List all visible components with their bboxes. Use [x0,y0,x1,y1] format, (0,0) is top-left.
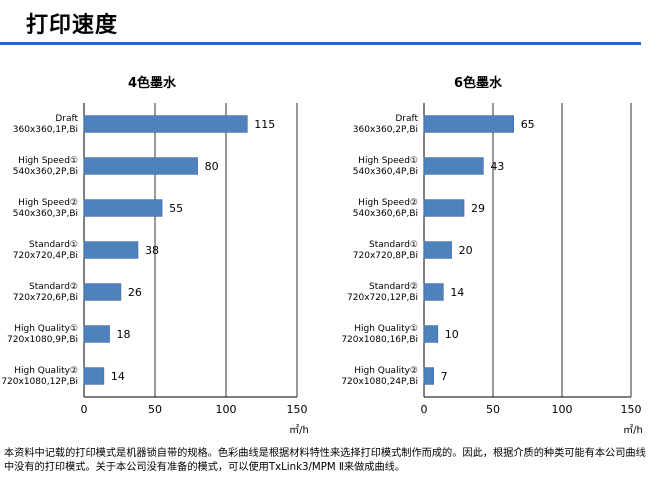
title-rule [0,42,641,45]
data-label: 10 [445,328,459,341]
x-tick-label: 100 [216,403,237,416]
data-label: 18 [117,328,131,341]
bar [83,325,110,343]
bar [423,157,484,175]
category-label-line: Standard① [369,240,418,250]
category-label-line: 720x720,12P,Bi [347,293,418,303]
category-label-line: 540x360,2P,Bi [13,167,78,177]
chart-title-4-color: 4色墨水 [127,76,177,91]
category-label-line: High Speed② [358,198,418,208]
data-label: 80 [205,160,219,173]
data-label: 26 [128,286,142,299]
data-label: 14 [450,286,464,299]
x-tick-label: 0 [81,403,88,416]
category-label: Standard① 720x720,4P,Bi [13,240,78,261]
category-label: High Quality② 720x1080,12P,Bi [1,366,78,387]
category-label-line: 720x1080,12P,Bi [1,377,78,387]
data-label: 55 [169,202,183,215]
x-tick-label: 150 [621,403,642,416]
category-label-line: 360x360,2P,Bi [353,125,418,135]
category-label-line: 720x720,8P,Bi [353,251,418,261]
category-label-line: Standard① [29,240,78,250]
data-label: 115 [254,118,275,131]
category-label: Standard② 720x720,6P,Bi [13,282,78,303]
bar [83,367,105,385]
bar [423,241,452,259]
bar [423,115,514,133]
data-label: 7 [441,370,448,383]
bar [83,241,139,259]
category-label-line: 720x1080,16P,Bi [341,335,418,345]
page-title: 打印速度 [26,13,119,38]
category-label-line: High Speed① [18,156,78,166]
category-label: Draft 360x360,1P,Bi [13,114,79,135]
data-label: 65 [521,118,535,131]
bar [423,199,465,217]
x-tick-label: 150 [287,403,308,416]
x-axis-unit: ㎡/h [623,424,643,436]
data-label: 20 [459,244,473,257]
category-label-line: 720x1080,24P,Bi [341,377,418,387]
category-label-line: High Speed① [358,156,418,166]
bar [83,283,122,301]
category-label-line: 540x360,3P,Bi [13,209,78,219]
category-label: Draft 360x360,2P,Bi [353,114,419,135]
category-label-line: 540x360,4P,Bi [353,167,418,177]
category-label-line: High Quality② [354,366,418,376]
x-axis-unit: ㎡/h [289,424,309,436]
category-label-line: Draft [55,114,78,124]
category-label-line: Standard② [29,282,78,292]
category-label: High Speed① 540x360,2P,Bi [13,156,78,177]
category-label: High Speed② 540x360,6P,Bi [353,198,418,219]
x-tick-label: 0 [421,403,428,416]
chart-title-6-color: 6色墨水 [453,76,503,91]
bar [423,325,439,343]
category-label-line: High Quality① [14,324,78,334]
category-label-line: Draft [395,114,418,124]
footnote: 本资料中记载的打印模式是机器锁自带的规格。色彩曲线是根据材料特性来选择打印模式制… [4,448,646,473]
category-label: Standard② 720x720,12P,Bi [347,282,418,303]
bar [423,283,444,301]
category-label-line: 720x1080,9P,Bi [7,335,78,345]
data-label: 14 [111,370,125,383]
category-label: High Quality① 720x1080,16P,Bi [341,324,418,345]
bar [423,367,434,385]
category-label-line: 360x360,1P,Bi [13,125,78,135]
category-label: High Speed② 540x360,3P,Bi [13,198,78,219]
x-tick-label: 50 [148,403,162,416]
category-label-line: 540x360,6P,Bi [353,209,418,219]
category-label: Standard① 720x720,8P,Bi [353,240,418,261]
category-label-line: 720x720,4P,Bi [13,251,78,261]
bar [83,199,163,217]
x-tick-label: 100 [552,403,573,416]
category-label-line: 720x720,6P,Bi [13,293,78,303]
category-label: High Quality① 720x1080,9P,Bi [7,324,78,345]
category-label: High Quality② 720x1080,24P,Bi [341,366,418,387]
category-label: High Speed① 540x360,4P,Bi [353,156,418,177]
data-label: 43 [490,160,504,173]
category-label-line: High Speed② [18,198,78,208]
x-tick-label: 50 [486,403,500,416]
data-label: 38 [145,244,159,257]
category-label-line: High Quality① [354,324,418,334]
category-label-line: High Quality② [14,366,78,376]
data-label: 29 [471,202,485,215]
bar [83,157,198,175]
category-label-line: Standard② [369,282,418,292]
bar [83,115,248,133]
